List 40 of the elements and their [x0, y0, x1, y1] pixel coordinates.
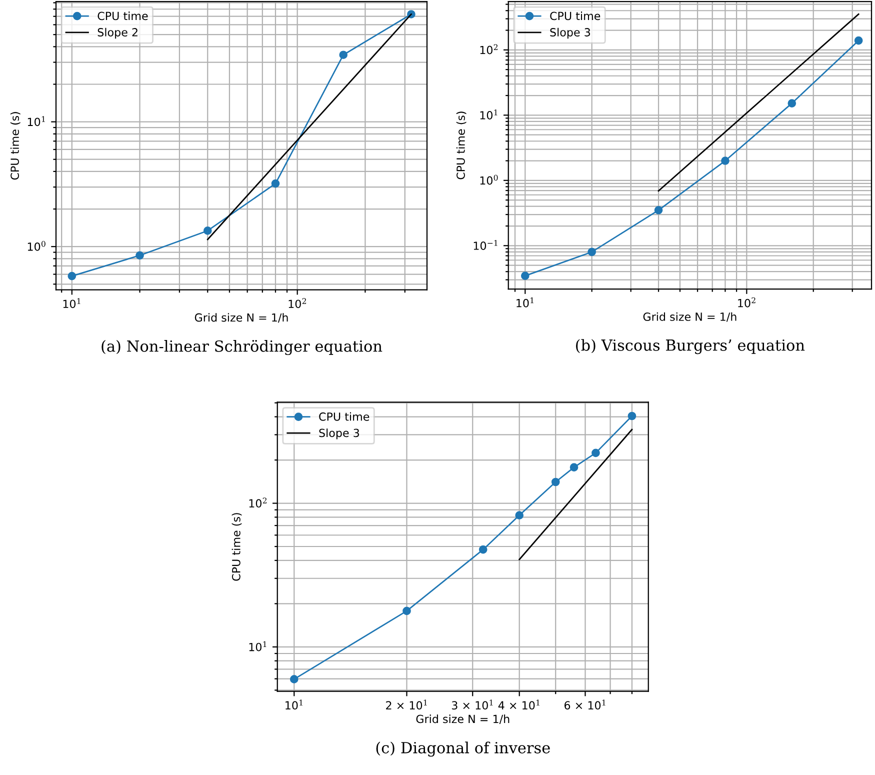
y-axis-title: CPU time (s) — [232, 513, 242, 581]
y-tick-label: 10$^{−1}$ — [474, 240, 498, 250]
point — [788, 99, 796, 108]
x-tick-label: 2 × 10$^{1}$ — [386, 700, 427, 710]
legend-label: Slope 2 — [98, 28, 138, 39]
point — [520, 272, 530, 280]
y-axis-title: CPU time (s) — [10, 112, 20, 180]
legend-label: CPU time — [550, 12, 600, 20]
y-tick-label: 10$^{2}$ — [480, 44, 498, 54]
y-tick-label: 10$^{0}$ — [28, 240, 46, 251]
x-tick-label: 10$^{2}$ — [288, 298, 306, 308]
x-tick-label: 3 × 10$^{1}$ — [452, 700, 493, 710]
point — [203, 226, 212, 235]
point — [68, 272, 76, 280]
legend-label: Slope 3 — [319, 428, 360, 440]
x-axis-title: Grid size N = 1/h — [194, 313, 288, 323]
x-axis-title: Grid size N = 1/h — [416, 714, 510, 724]
text: (a) Non-linear Schrödinger equation — [102, 340, 382, 356]
point — [136, 251, 144, 260]
x-tick-label: 6 × 10$^{1}$ — [564, 700, 606, 710]
legend-label: Slope 3 — [550, 28, 590, 39]
point — [654, 206, 663, 214]
point — [854, 36, 863, 45]
text: (b) Viscous Burgers’ equation — [576, 339, 805, 354]
x-tick-label: 10$^{1}$ — [63, 298, 80, 308]
legend-label: CPU time — [98, 12, 148, 20]
x-tick-label: 4 × 10$^{1}$ — [498, 700, 540, 710]
x-axis-title: Grid size N = 1/h — [643, 312, 736, 322]
point — [721, 156, 730, 165]
legend-label: CPU time — [319, 412, 370, 421]
y-tick-label: 10$^{0}$ — [480, 174, 498, 185]
x-tick-label: 10$^{1}$ — [286, 700, 302, 710]
point — [339, 50, 348, 60]
y-tick-label: 10$^{1}$ — [480, 109, 498, 120]
y-axis-title: CPU time (s) — [456, 112, 466, 180]
point — [271, 179, 280, 188]
text: (c) Diagonal of inverse — [376, 742, 550, 757]
x-tick-label: 10$^{1}$ — [516, 297, 534, 308]
point — [588, 248, 596, 256]
x-tick-label: 10$^{2}$ — [738, 297, 756, 308]
